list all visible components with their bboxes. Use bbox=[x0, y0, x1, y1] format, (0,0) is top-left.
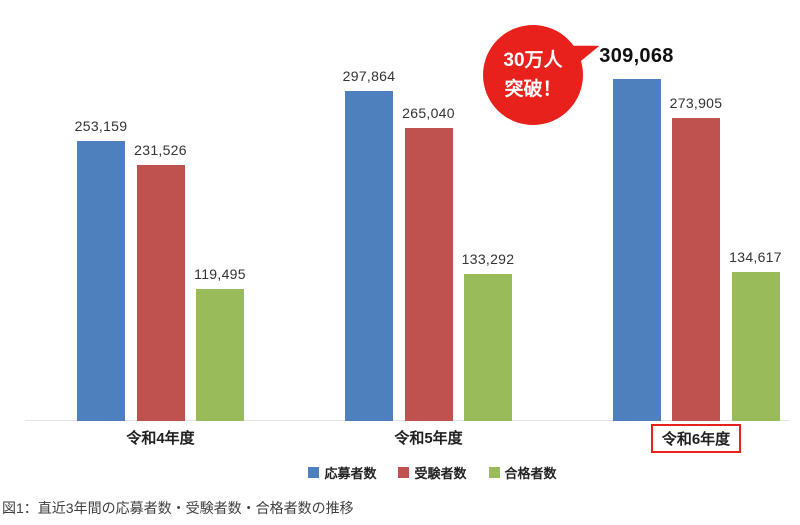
bar-applicants-1 bbox=[345, 91, 393, 421]
value-label-applicants-1: 297,864 bbox=[342, 68, 396, 85]
figure-caption: 図1：直近3年間の応募者数・受験者数・合格者数の推移 bbox=[2, 500, 354, 516]
legend-item-applicants: 応募者数 bbox=[308, 463, 376, 482]
milestone-callout-bubble: 30万人 突破！ bbox=[483, 25, 604, 125]
legend-swatch-applicants bbox=[308, 467, 320, 478]
value-label-examinees-1: 265,040 bbox=[402, 104, 455, 121]
category-label-2: 令和6年度 bbox=[613, 424, 780, 453]
bar-passers-0 bbox=[196, 288, 244, 421]
legend-label-examinees: 受験者数 bbox=[414, 466, 467, 481]
value-label-passers-1: 133,292 bbox=[461, 250, 515, 267]
callout-line1: 30万人 bbox=[503, 49, 563, 71]
value-label-applicants-0: 253,159 bbox=[74, 117, 128, 134]
legend-label-passers: 合格者数 bbox=[504, 466, 557, 481]
legend-swatch-passers bbox=[488, 467, 500, 478]
bar-examinees-0 bbox=[136, 164, 185, 421]
legend-swatch-examinees bbox=[398, 467, 410, 478]
bar-applicants-0 bbox=[77, 140, 125, 421]
category-label-text-1: 令和5年度 bbox=[394, 430, 463, 447]
legend-label-applicants: 応募者数 bbox=[324, 466, 377, 481]
bar-examinees-1 bbox=[404, 127, 453, 421]
category-label-text-0: 令和4年度 bbox=[126, 430, 195, 447]
legend-item-examinees: 受験者数 bbox=[398, 463, 467, 482]
value-label-passers-2: 134,617 bbox=[729, 249, 782, 266]
value-label-applicants-2: 309,068 bbox=[599, 45, 674, 67]
callout-text: 30万人 突破！ bbox=[503, 46, 562, 105]
chart-legend: 応募者数 受験者数 合格者数 bbox=[65, 463, 800, 482]
value-label-examinees-2: 273,905 bbox=[669, 94, 723, 111]
callout-line2: 突破！ bbox=[504, 79, 562, 100]
value-label-examinees-0: 231,526 bbox=[134, 141, 187, 158]
bar-passers-2 bbox=[731, 272, 780, 421]
bar-passers-1 bbox=[464, 273, 512, 421]
category-label-text-2: 令和6年度 bbox=[650, 424, 742, 453]
value-label-passers-0: 119,495 bbox=[194, 265, 246, 282]
category-label-1: 令和5年度 bbox=[345, 424, 512, 451]
bar-applicants-2 bbox=[612, 79, 661, 421]
category-label-0: 令和4年度 bbox=[77, 424, 244, 451]
bar-examinees-2 bbox=[672, 117, 720, 421]
legend-item-passers: 合格者数 bbox=[488, 463, 557, 482]
